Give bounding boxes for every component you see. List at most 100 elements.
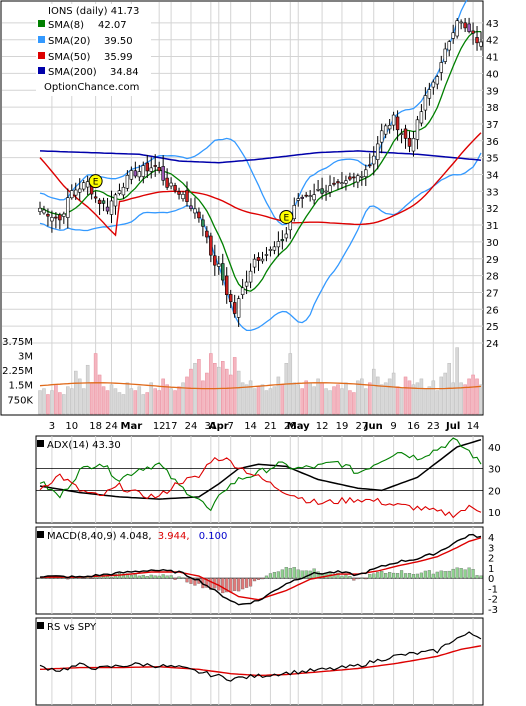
x-tick-label: 27 xyxy=(355,421,368,432)
macd-histogram-bar xyxy=(395,573,400,579)
legend-sma20-name: SMA(20) xyxy=(48,36,90,47)
candle-body xyxy=(419,111,424,124)
volume-bar xyxy=(336,384,340,415)
candle-body xyxy=(236,298,241,318)
macd-histogram-bar xyxy=(407,573,412,579)
candle-body xyxy=(431,81,436,88)
candle-body xyxy=(435,76,440,85)
volume-bar xyxy=(228,374,233,415)
macd-histogram-bar xyxy=(98,577,102,579)
price-tick-label: 42 xyxy=(486,36,499,47)
candle-body xyxy=(463,22,467,29)
volume-bar xyxy=(42,388,46,415)
volume-bar xyxy=(161,378,165,415)
candle-body xyxy=(62,213,66,217)
price-tick-label: 35 xyxy=(486,154,499,165)
macd-histogram-bar xyxy=(356,578,360,580)
legend-sma20-value: 39.50 xyxy=(104,36,133,47)
macd-histogram-bar xyxy=(360,577,364,579)
macd-histogram-bar xyxy=(121,575,126,579)
macd-tick-label: -3 xyxy=(488,605,498,616)
x-tick-label: 23 xyxy=(427,421,440,432)
price-tick-label: 32 xyxy=(486,204,499,215)
candle-body xyxy=(300,196,304,199)
volume-bar xyxy=(177,386,181,415)
candle-body xyxy=(320,188,324,194)
macd-tick-label: 0 xyxy=(488,574,494,585)
rs-header: RS vs SPY xyxy=(37,622,97,633)
volume-bar xyxy=(224,368,229,415)
price-tick-label: 41 xyxy=(486,53,499,64)
volume-bar xyxy=(439,376,444,415)
candle-body xyxy=(455,20,459,37)
price-tick-label: 43 xyxy=(486,19,499,30)
x-tick-label: 7 xyxy=(228,421,234,432)
macd-histogram-bar xyxy=(248,578,253,587)
candle-body xyxy=(125,174,130,189)
candle-body xyxy=(117,190,122,194)
macd-tick-label: 4 xyxy=(488,533,494,544)
volume-tick-label: 750K xyxy=(7,395,33,406)
candle-body xyxy=(352,176,356,179)
macd-histogram-bar xyxy=(82,578,86,579)
macd-histogram-bar xyxy=(423,570,427,579)
volume-bar xyxy=(153,388,157,415)
price-tick-label: 36 xyxy=(486,137,499,148)
volume-bar xyxy=(81,388,86,415)
earnings-marker xyxy=(279,209,294,224)
candle-body xyxy=(77,188,82,193)
macd-histogram-bar xyxy=(368,574,372,579)
macd-histogram-bar xyxy=(181,577,185,579)
volume-bar xyxy=(375,376,380,415)
volume-bar xyxy=(101,386,106,415)
adx-panel-frame xyxy=(35,435,484,524)
volume-bar xyxy=(407,380,412,415)
rs-line xyxy=(39,631,482,682)
volume-bar xyxy=(125,382,130,415)
x-tick-label: 28 xyxy=(284,421,297,432)
candle-body xyxy=(379,130,384,143)
volume-bar xyxy=(209,353,213,415)
candle-body xyxy=(240,287,245,295)
macd-histogram-bar xyxy=(443,571,447,579)
moving-average-lines xyxy=(39,30,482,292)
macd-histogram-bar xyxy=(193,578,197,586)
volume-tick-label: 3M xyxy=(18,351,33,362)
volume-bar xyxy=(300,388,304,415)
volume-bar xyxy=(137,386,142,415)
adx-tick-label: 30 xyxy=(488,465,501,476)
x-tick-label: 10 xyxy=(65,421,78,432)
macd-histogram-bar xyxy=(475,575,479,579)
candle-body xyxy=(101,200,106,204)
indicator-lines xyxy=(38,437,483,682)
volume-bar xyxy=(463,384,467,415)
candle-body xyxy=(407,137,412,147)
candle-body xyxy=(105,206,110,212)
volume-bar xyxy=(236,370,241,415)
sma200-line xyxy=(39,150,482,164)
candle-body xyxy=(443,48,447,62)
macd-histogram-bar xyxy=(272,571,276,579)
volume-bar xyxy=(356,380,360,415)
macd-tick-label: 1 xyxy=(488,564,494,575)
volume-bar xyxy=(205,372,209,415)
x-tick-label: 9 xyxy=(390,421,396,432)
macd-histogram-bar xyxy=(74,577,78,579)
volume-bar xyxy=(272,386,277,415)
adx-series-line xyxy=(39,437,482,512)
candle-body xyxy=(224,275,229,295)
macd-histogram-bar xyxy=(38,577,42,579)
volume-bar xyxy=(443,372,448,415)
adx-tick-label: 40 xyxy=(488,443,501,454)
candle-body xyxy=(292,205,297,220)
adx-series-line xyxy=(39,438,482,500)
macd-histogram-bar xyxy=(376,572,380,579)
volume-bar xyxy=(292,382,297,415)
x-tick-label: 12 xyxy=(316,421,329,432)
volume-bar xyxy=(399,388,404,415)
watermark-text: OptionChance.com xyxy=(44,82,139,93)
candle-body xyxy=(372,155,376,165)
macd-histogram-bar xyxy=(268,573,273,579)
candle-body xyxy=(383,125,388,135)
